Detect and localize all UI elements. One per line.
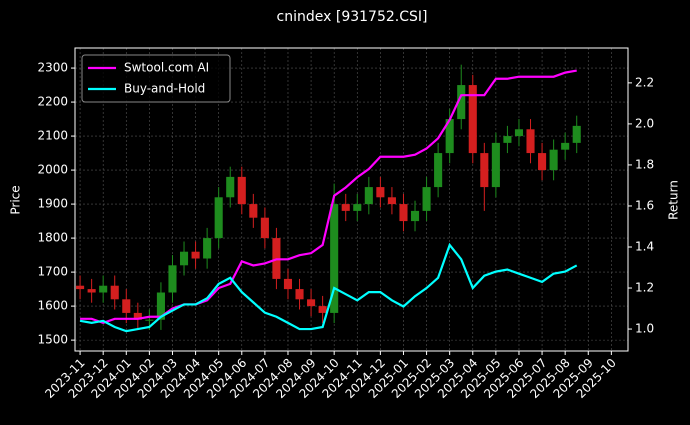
y2-tick-label: 2.2: [635, 75, 654, 89]
return-line: [79, 242, 578, 333]
y-tick-label: 1700: [37, 265, 68, 279]
candle-body: [341, 204, 350, 211]
y-tick-label: 2300: [37, 61, 68, 75]
candle-body: [422, 187, 431, 211]
candle-body: [283, 278, 293, 290]
y-tick-label: 1900: [37, 197, 68, 211]
y-tick-label: 2100: [37, 129, 68, 143]
y-tick-label: 1800: [37, 231, 68, 245]
y-tick-label: 2200: [37, 95, 68, 109]
candle-body: [376, 187, 385, 198]
candle-body: [491, 142, 500, 188]
candle-body: [214, 197, 223, 239]
y-axis-label: Price: [9, 185, 23, 214]
y2-tick-label: 2.0: [635, 116, 654, 130]
candle-body: [76, 285, 85, 290]
candle-body: [318, 306, 327, 313]
candle-body: [156, 292, 165, 320]
candle-body: [353, 204, 362, 211]
candle-body: [503, 136, 512, 143]
candle-body: [179, 251, 189, 266]
candle-body: [145, 319, 154, 321]
candle-body: [410, 210, 420, 222]
candle-body: [87, 289, 96, 293]
candle-body: [191, 251, 200, 259]
y2-tick-label: 1.8: [635, 157, 654, 171]
legend-label: Buy-and-Hold: [124, 82, 205, 96]
candle-body: [434, 153, 443, 188]
candle-body: [480, 153, 489, 188]
candle-body: [249, 204, 258, 218]
plot-frame: [74, 47, 629, 352]
candle-body: [168, 265, 177, 293]
candle-body: [526, 129, 535, 154]
legend-box: [81, 54, 231, 103]
candle-body: [330, 204, 339, 313]
y2-tick-label: 1.0: [635, 322, 654, 336]
candle-body: [133, 312, 142, 320]
candle-body: [457, 85, 466, 120]
legend-label: Swtool.com AI: [124, 61, 209, 75]
candle-body: [387, 197, 396, 205]
candle-body: [237, 176, 246, 205]
candle-body: [307, 299, 316, 307]
candle-body: [514, 129, 524, 137]
y2-tick-label: 1.4: [635, 239, 654, 253]
candle-body: [364, 187, 373, 205]
y2-tick-label: 1.2: [635, 281, 654, 295]
chart-title: cnindex [931752.CSI]: [277, 9, 428, 25]
candle-body: [561, 142, 570, 150]
candle-body: [538, 153, 547, 171]
candle-body: [295, 289, 304, 300]
candle-body: [226, 176, 235, 198]
candle-body: [110, 285, 119, 300]
y-tick-label: 1500: [37, 333, 68, 347]
y2-axis-label: Return: [667, 180, 681, 220]
candle-body: [468, 85, 477, 154]
candle-body: [122, 299, 131, 313]
candle-body: [203, 238, 212, 259]
y-tick-label: 1600: [37, 299, 68, 313]
candle-body: [445, 119, 454, 154]
candle-body: [549, 149, 558, 171]
candle-body: [99, 285, 108, 293]
y2-tick-label: 1.6: [635, 198, 654, 212]
y-tick-label: 2000: [37, 163, 68, 177]
candle-body: [399, 204, 408, 222]
candle-body: [572, 125, 581, 143]
candle-body: [260, 217, 269, 239]
